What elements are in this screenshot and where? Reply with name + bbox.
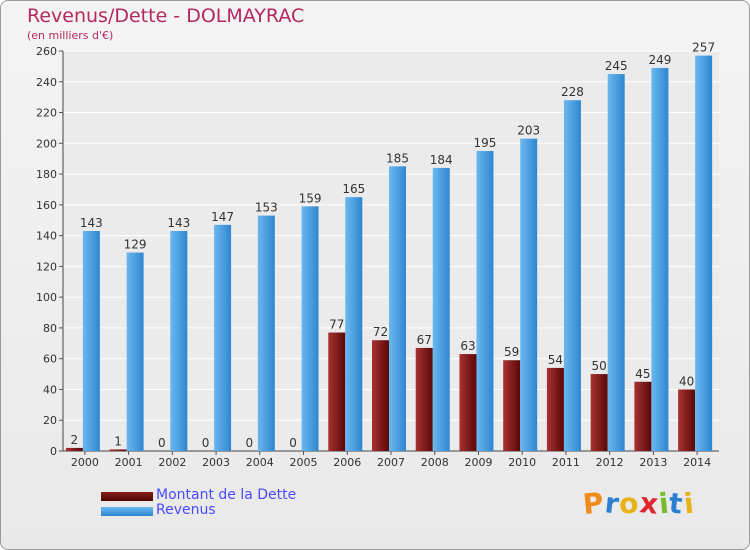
data-label-revenus: 153 bbox=[255, 201, 278, 215]
legend-label-dette: Montant de la Dette bbox=[156, 487, 297, 503]
data-label-dette: 0 bbox=[202, 436, 210, 450]
y-tick-label: 220 bbox=[36, 107, 57, 120]
data-label-revenus: 143 bbox=[167, 216, 190, 230]
data-label-revenus: 143 bbox=[80, 216, 103, 230]
y-tick-label: 40 bbox=[43, 383, 57, 396]
x-tick-label: 2000 bbox=[71, 456, 99, 469]
bar-revenus bbox=[607, 74, 625, 452]
data-label-revenus: 249 bbox=[648, 53, 671, 67]
y-tick-label: 200 bbox=[36, 137, 57, 150]
bar-revenus bbox=[126, 252, 144, 451]
data-label-dette: 0 bbox=[158, 436, 166, 450]
data-label-dette: 77 bbox=[329, 318, 344, 332]
y-tick-label: 60 bbox=[43, 353, 57, 366]
y-tick-label: 160 bbox=[36, 199, 57, 212]
data-label-revenus: 195 bbox=[474, 136, 497, 150]
data-label-revenus: 203 bbox=[517, 124, 540, 138]
y-tick-label: 180 bbox=[36, 168, 57, 181]
data-label-dette: 0 bbox=[289, 436, 297, 450]
x-tick-label: 2009 bbox=[464, 456, 492, 469]
x-tick-label: 2004 bbox=[246, 456, 274, 469]
data-label-dette: 1 bbox=[114, 434, 122, 448]
bar-dette bbox=[328, 332, 346, 451]
data-label-revenus: 129 bbox=[124, 238, 147, 252]
bar-revenus bbox=[520, 138, 538, 451]
data-label-dette: 59 bbox=[504, 345, 519, 359]
bar-revenus bbox=[432, 167, 450, 451]
data-label-dette: 72 bbox=[373, 325, 388, 339]
data-label-dette: 45 bbox=[635, 367, 650, 381]
data-label-dette: 0 bbox=[245, 436, 253, 450]
x-tick-label: 2001 bbox=[115, 456, 143, 469]
bar-dette bbox=[590, 374, 608, 451]
bar-dette bbox=[503, 360, 521, 451]
bar-dette bbox=[634, 381, 652, 451]
y-tick-label: 140 bbox=[36, 230, 57, 243]
bar-revenus bbox=[301, 206, 319, 451]
chart-subtitle: (en milliers d'€) bbox=[27, 29, 114, 42]
x-tick-label: 2006 bbox=[333, 456, 361, 469]
bar-revenus bbox=[476, 151, 494, 451]
bar-revenus bbox=[563, 100, 581, 451]
data-label-revenus: 245 bbox=[605, 59, 628, 73]
data-label-dette: 50 bbox=[592, 359, 607, 373]
data-label-dette: 63 bbox=[460, 339, 475, 353]
x-tick-label: 2005 bbox=[290, 456, 318, 469]
bar-revenus bbox=[651, 67, 669, 451]
bar-revenus bbox=[345, 197, 363, 451]
bar-dette bbox=[372, 340, 389, 451]
data-label-revenus: 184 bbox=[430, 153, 453, 167]
bar-dette bbox=[459, 354, 477, 451]
data-label-revenus: 165 bbox=[342, 182, 365, 196]
x-tick-label: 2010 bbox=[508, 456, 536, 469]
bar-revenus bbox=[695, 55, 713, 451]
y-tick-label: 240 bbox=[36, 76, 57, 89]
y-tick-label: 100 bbox=[36, 291, 57, 304]
data-label-dette: 67 bbox=[417, 333, 432, 347]
bar-dette bbox=[65, 447, 83, 451]
x-tick-label: 2008 bbox=[421, 456, 449, 469]
data-label-revenus: 159 bbox=[299, 191, 322, 205]
y-tick-label: 80 bbox=[43, 322, 57, 335]
legend-swatch-revenus bbox=[101, 507, 153, 516]
x-tick-label: 2007 bbox=[377, 456, 405, 469]
bar-dette bbox=[109, 449, 127, 451]
y-tick-label: 20 bbox=[43, 414, 57, 427]
bar-revenus bbox=[170, 231, 188, 451]
bar-revenus bbox=[82, 231, 100, 451]
bar-revenus bbox=[389, 166, 406, 451]
proxiti-logo: Proxiti bbox=[581, 485, 696, 522]
legend-swatch-dette bbox=[101, 492, 153, 501]
bar-revenus bbox=[257, 215, 275, 451]
x-tick-label: 2003 bbox=[202, 456, 230, 469]
data-label-dette: 2 bbox=[71, 433, 79, 447]
data-label-revenus: 185 bbox=[386, 151, 409, 165]
data-label-revenus: 257 bbox=[692, 41, 715, 55]
data-label-dette: 40 bbox=[679, 374, 694, 388]
data-label-revenus: 147 bbox=[211, 210, 234, 224]
data-label-revenus: 228 bbox=[561, 85, 584, 99]
bar-dette bbox=[678, 389, 696, 451]
chart-title: Revenus/Dette - DOLMAYRAC bbox=[27, 5, 305, 27]
y-tick-label: 260 bbox=[36, 45, 57, 58]
y-tick-label: 120 bbox=[36, 260, 57, 273]
x-tick-label: 2011 bbox=[552, 456, 580, 469]
x-tick-label: 2013 bbox=[639, 456, 667, 469]
x-tick-label: 2012 bbox=[596, 456, 624, 469]
bar-revenus bbox=[214, 224, 232, 451]
x-tick-label: 2014 bbox=[683, 456, 711, 469]
legend-label-revenus: Revenus bbox=[156, 502, 216, 518]
bar-dette bbox=[546, 367, 564, 451]
bar-dette bbox=[415, 347, 433, 451]
x-tick-label: 2002 bbox=[158, 456, 186, 469]
y-tick-label: 0 bbox=[50, 445, 57, 458]
data-label-dette: 54 bbox=[548, 353, 563, 367]
